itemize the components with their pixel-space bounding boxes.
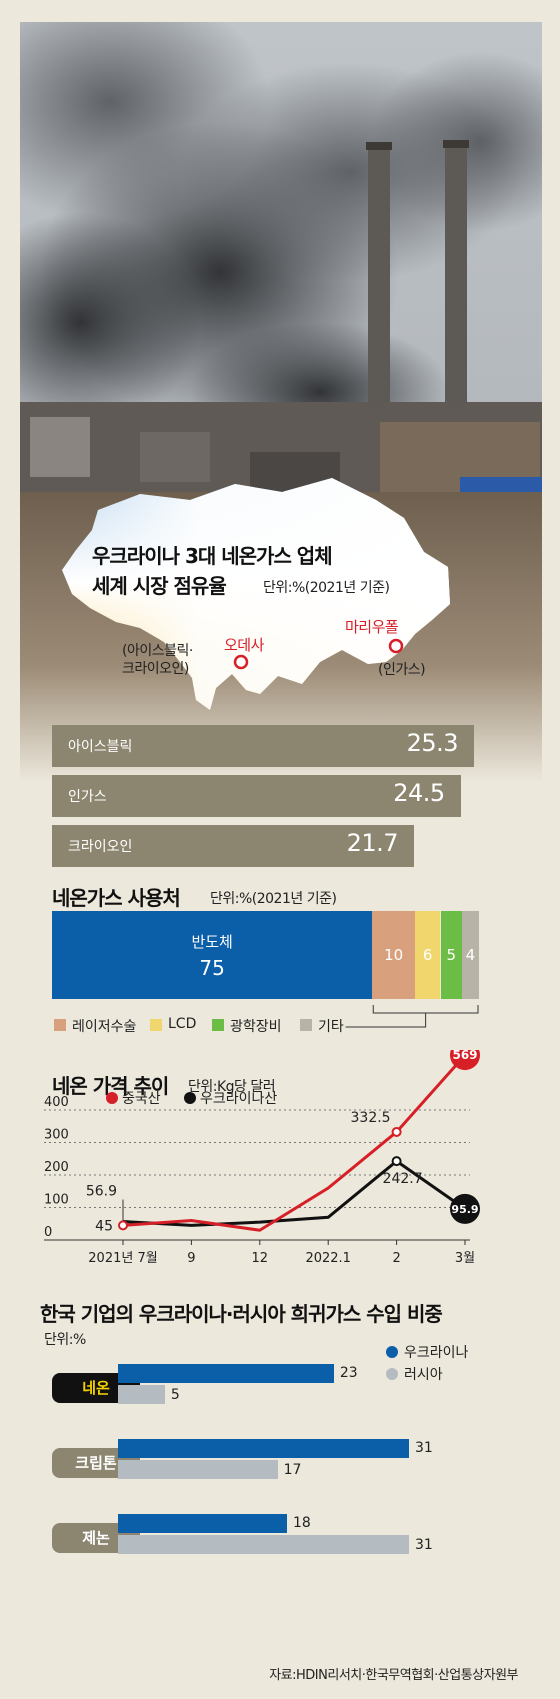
- ukraine-data-label: 95.9: [451, 1203, 478, 1216]
- price-y-tick: 300: [44, 1128, 69, 1143]
- share-bar-name: 아이스블릭: [68, 739, 133, 755]
- china-point: [391, 1126, 402, 1137]
- china-data-label: 332.5: [351, 1110, 391, 1126]
- russia-import-bar: [118, 1460, 278, 1479]
- price-x-tick: 2021년 7월: [88, 1251, 157, 1266]
- map-title-line2: 세계 시장 점유율: [92, 574, 227, 598]
- ukraine-import-value: 23: [339, 1365, 358, 1381]
- odesa-note-line1: (아이스블릭·: [122, 643, 193, 659]
- ukraine-import-value: 31: [415, 1440, 433, 1456]
- china-legend-label: 중국산: [122, 1091, 161, 1107]
- usage-segment-2: 10: [372, 911, 415, 999]
- usage-segment-5: 4: [461, 911, 479, 999]
- market-share-chart: 아이스블릭 25.3 인가스 24.5 크라이오인 21.7: [52, 725, 482, 875]
- usage-stacked-bar: 반도체 75 10 6 5 4: [52, 911, 479, 999]
- usage-segment-name: 반도체: [191, 932, 233, 951]
- mariupol-label: 마리우폴: [345, 618, 399, 636]
- odesa-marker: [233, 654, 249, 670]
- usage-legend-swatch: [150, 1019, 162, 1031]
- ukraine-point: [391, 1156, 402, 1167]
- russia-import-value: 31: [415, 1537, 433, 1553]
- usage-segment-value: 75: [199, 955, 225, 980]
- source-note: 자료:HDIN리서치·한국무역협회·산업통상자원부: [269, 1668, 518, 1683]
- china-data-label: 45: [95, 1218, 113, 1234]
- imports-title: 한국 기업의 우크라이나·러시아 희귀가스 수입 비중: [40, 1302, 443, 1326]
- imports-chart: 우크라이나 러시아 네온 23 5 크립톤 31 17 제논 18 31: [0, 1330, 560, 1660]
- usage-legend-label: 레이저수술: [72, 1019, 137, 1035]
- usage-segment-value: 6: [422, 946, 433, 964]
- price-line-chart: 0 100 200 300 400 2021년 7월 9 12 2022.1 2 3월 45 56.9 3…: [44, 1050, 480, 1266]
- share-bar-value: 24.5: [393, 779, 445, 807]
- share-bar-1: 아이스블릭 25.3: [52, 725, 474, 767]
- usage-legend-label: LCD: [168, 1016, 197, 1032]
- ukraine-price-line: [122, 1159, 466, 1227]
- china-end-badge: [450, 1050, 480, 1071]
- price-x-tick: 12: [252, 1251, 269, 1266]
- imports-legend-ukraine-dot: [386, 1346, 398, 1358]
- usage-segment-value: 5: [446, 946, 457, 964]
- china-data-label: 569: [452, 1050, 477, 1062]
- odesa-note-line2: 크라이오인): [122, 661, 189, 677]
- usage-segment-4: 5: [440, 911, 462, 999]
- imports-legend-russia-label: 러시아: [404, 1367, 443, 1383]
- usage-legend-label: 기타: [318, 1019, 344, 1035]
- price-y-tick: 200: [44, 1160, 69, 1175]
- map-unit: 단위:%(2021년 기준): [263, 580, 390, 596]
- usage-segment-3: 6: [414, 911, 441, 999]
- china-price-line: [122, 1054, 467, 1232]
- usage-legend: 레이저수술 LCD 광학장비 기타: [0, 1016, 560, 1036]
- ukraine-import-value: 18: [292, 1515, 311, 1531]
- ukraine-import-bar: [118, 1514, 287, 1533]
- ukraine-data-label: 242.7: [383, 1171, 423, 1187]
- price-x-tick: 2: [392, 1251, 400, 1266]
- china-legend-dot: [106, 1092, 118, 1104]
- price-y-tick: 0: [44, 1225, 52, 1240]
- price-x-tick: 3월: [455, 1251, 475, 1266]
- ukraine-end-badge: [450, 1193, 480, 1224]
- share-bar-name: 인가스: [68, 789, 107, 805]
- ukraine-import-bar: [118, 1439, 409, 1458]
- russia-import-bar: [118, 1535, 409, 1554]
- imports-legend-ukraine-label: 우크라이나: [404, 1345, 469, 1361]
- usage-title: 네온가스 사용처: [52, 886, 181, 910]
- usage-legend-swatch: [212, 1019, 224, 1031]
- mariupol-note: (인가스): [378, 662, 426, 678]
- usage-segment-value: 10: [384, 946, 404, 964]
- price-y-tick: 100: [44, 1193, 69, 1208]
- russia-import-value: 17: [283, 1462, 302, 1478]
- share-bar-name: 크라이오인: [68, 839, 133, 855]
- ukraine-legend-dot: [184, 1092, 196, 1104]
- map-title-line1: 우크라이나 3대 네온가스 업체: [92, 544, 333, 568]
- imports-legend-russia-dot: [386, 1368, 398, 1380]
- mariupol-marker: [388, 638, 404, 654]
- price-unit: 단위:Kg당 달러: [188, 1079, 276, 1095]
- imports-unit: 단위:%: [44, 1332, 86, 1348]
- russia-import-bar: [118, 1385, 165, 1404]
- odesa-label: 오데사: [224, 636, 264, 654]
- ukraine-data-label: 56.9: [86, 1184, 117, 1200]
- china-point: [118, 1220, 128, 1231]
- share-bar-3: 크라이오인 21.7: [52, 825, 414, 867]
- ukraine-legend-label: 우크라이나산: [200, 1091, 277, 1107]
- usage-segment-value: 4: [465, 946, 476, 964]
- price-y-tick: 400: [44, 1095, 69, 1110]
- ukraine-import-bar: [118, 1364, 334, 1383]
- share-bar-value: 25.3: [406, 729, 459, 757]
- usage-legend-label: 광학장비: [230, 1019, 282, 1035]
- share-bar-value: 21.7: [346, 829, 399, 857]
- usage-legend-swatch: [54, 1019, 66, 1031]
- russia-import-value: 5: [170, 1387, 180, 1403]
- usage-legend-swatch: [300, 1019, 312, 1031]
- price-x-tick: 9: [187, 1251, 195, 1266]
- usage-segment-1: 반도체 75: [52, 911, 373, 999]
- share-bar-2: 인가스 24.5: [52, 775, 461, 817]
- usage-unit: 단위:%(2021년 기준): [210, 891, 337, 907]
- price-x-tick: 2022.1: [305, 1251, 351, 1266]
